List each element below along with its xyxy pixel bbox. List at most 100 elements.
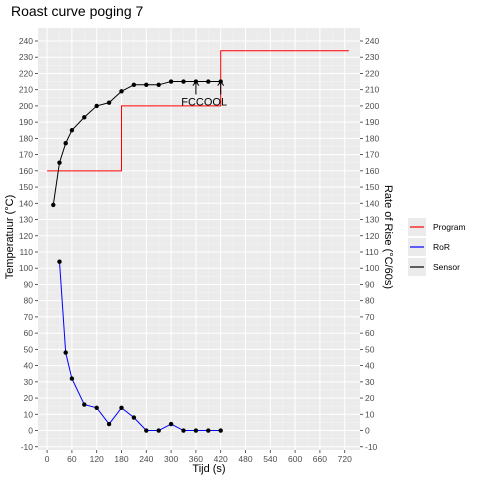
y-tick-label-left: 150 xyxy=(19,182,33,192)
data-point-sensor xyxy=(57,160,62,165)
data-point-sensor xyxy=(206,79,211,84)
annotation-label-cool: COOL xyxy=(196,97,227,109)
y-tick-label-right: 90 xyxy=(365,279,375,289)
y-tick-label-right: 20 xyxy=(365,393,375,403)
y-tick-label-left: 60 xyxy=(24,328,34,338)
legend-label-program: Program xyxy=(433,222,466,232)
y-tick-label-left: 40 xyxy=(24,361,34,371)
y-tick-label-right: 0 xyxy=(365,426,370,436)
series-layer xyxy=(47,50,349,433)
y-tick-label-left: 10 xyxy=(24,409,34,419)
y-tick-label-right: 180 xyxy=(365,133,379,143)
y-tick-label-left: 30 xyxy=(24,377,34,387)
data-point-ror xyxy=(106,421,112,427)
y-tick-label-left: -10 xyxy=(21,442,34,452)
legend-label-sensor: Sensor xyxy=(433,262,460,272)
x-tick-label: 360 xyxy=(189,454,203,464)
x-axis: 0 60 120 180 240 300 360 420 480 540 600 660 720 xyxy=(45,450,352,464)
y-tick-label-left: 20 xyxy=(24,393,34,403)
x-tick-label: 120 xyxy=(90,454,104,464)
data-point-ror xyxy=(131,415,137,420)
x-tick-label: 300 xyxy=(164,454,178,464)
data-point-ror xyxy=(63,350,68,355)
data-point-sensor xyxy=(131,82,137,88)
legend-label-ror: RoR xyxy=(433,242,450,252)
y-tick-label-left: 0 xyxy=(28,426,33,436)
data-point-ror xyxy=(69,376,75,381)
y-tick-label-left: 80 xyxy=(24,296,34,306)
data-point-ror xyxy=(156,428,161,433)
y-tick-label-right: 60 xyxy=(365,328,375,338)
y-tick-label-right: 140 xyxy=(365,198,379,208)
y-axis-right: -10 0 10 20 30 40 50 60 70 80 90 100 110 120 130 140 150… xyxy=(360,36,379,452)
data-point-sensor xyxy=(69,128,75,133)
y-tick-label-right: 150 xyxy=(365,182,379,192)
y-tick-label-left: 200 xyxy=(19,101,33,111)
data-point-sensor xyxy=(168,79,174,84)
y-tick-label-left: 180 xyxy=(19,133,33,143)
y-tick-label-right: 50 xyxy=(365,344,375,354)
y-tick-label-right: 70 xyxy=(365,312,375,322)
y-axis-title-left: Temperatuur (°C) xyxy=(4,195,16,279)
y-tick-label-left: 220 xyxy=(19,68,33,78)
chart-title: Roast curve poging 7 xyxy=(11,3,144,19)
y-tick-label-right: 10 xyxy=(365,409,375,419)
data-point-sensor xyxy=(144,82,149,88)
y-tick-label-right: 240 xyxy=(365,36,379,46)
y-axis-title-right: Rate of Rise (°C/60s) xyxy=(382,185,394,289)
y-tick-label-left: 70 xyxy=(24,312,34,322)
y-tick-label-left: 210 xyxy=(19,85,33,95)
data-point-ror xyxy=(193,428,199,433)
x-tick-label: 540 xyxy=(263,454,277,464)
data-point-sensor xyxy=(181,79,186,84)
data-point-ror xyxy=(181,428,186,433)
y-tick-label-right: 100 xyxy=(365,263,379,273)
x-tick-label: 0 xyxy=(45,454,50,464)
x-tick-label: 660 xyxy=(313,454,327,464)
data-point-sensor xyxy=(51,202,56,208)
x-tick-label: 180 xyxy=(114,454,128,464)
data-point-sensor xyxy=(82,115,87,120)
series-line-sensor xyxy=(52,81,221,205)
grid-minor xyxy=(38,28,360,450)
y-tick-label-right: 190 xyxy=(365,117,379,127)
data-point-sensor xyxy=(119,89,124,94)
x-tick-label: 420 xyxy=(214,454,228,464)
y-tick-label-right: 220 xyxy=(365,68,379,78)
y-tick-label-right: 230 xyxy=(365,52,379,62)
legend: Program RoR Sensor xyxy=(408,218,466,276)
series-line-program xyxy=(47,50,349,172)
y-tick-label-left: 190 xyxy=(19,117,33,127)
x-tick-label: 600 xyxy=(288,454,302,464)
y-tick-label-left: 50 xyxy=(24,344,34,354)
data-point-ror xyxy=(206,428,211,433)
y-tick-label-right: 120 xyxy=(365,231,379,241)
y-tick-label-right: 160 xyxy=(365,166,379,176)
y-tick-label-right: 210 xyxy=(365,85,379,95)
y-tick-label-right: 110 xyxy=(365,247,379,257)
data-point-ror xyxy=(94,405,99,410)
x-tick-label: 480 xyxy=(238,454,252,464)
y-tick-label-right: 30 xyxy=(365,377,375,387)
y-tick-label-right: 40 xyxy=(365,361,375,371)
annotation-layer: FC COOL xyxy=(181,80,227,109)
annotation-arrowhead-fc xyxy=(192,80,200,86)
data-point-sensor xyxy=(106,100,112,105)
data-point-sensor xyxy=(94,103,99,109)
data-point-sensor xyxy=(63,141,68,146)
y-tick-label-right: 80 xyxy=(365,296,375,306)
y-tick-label-right: -10 xyxy=(365,442,378,452)
y-axis-left: -10 0 10 20 30 40 50 60 70 80 90 100 110 120 130 140 150… xyxy=(19,36,38,452)
y-tick-label-left: 160 xyxy=(19,166,33,176)
y-tick-label-left: 110 xyxy=(19,247,33,257)
x-tick-label: 720 xyxy=(338,454,352,464)
data-point-sensor xyxy=(156,82,161,88)
y-tick-label-left: 140 xyxy=(19,198,33,208)
x-tick-label: 240 xyxy=(139,454,153,464)
x-axis-title: Tijd (s) xyxy=(192,463,225,475)
y-tick-label-right: 170 xyxy=(365,150,379,160)
y-tick-label-left: 120 xyxy=(19,231,33,241)
y-tick-label-right: 200 xyxy=(365,101,379,111)
y-tick-label-left: 170 xyxy=(19,150,33,160)
